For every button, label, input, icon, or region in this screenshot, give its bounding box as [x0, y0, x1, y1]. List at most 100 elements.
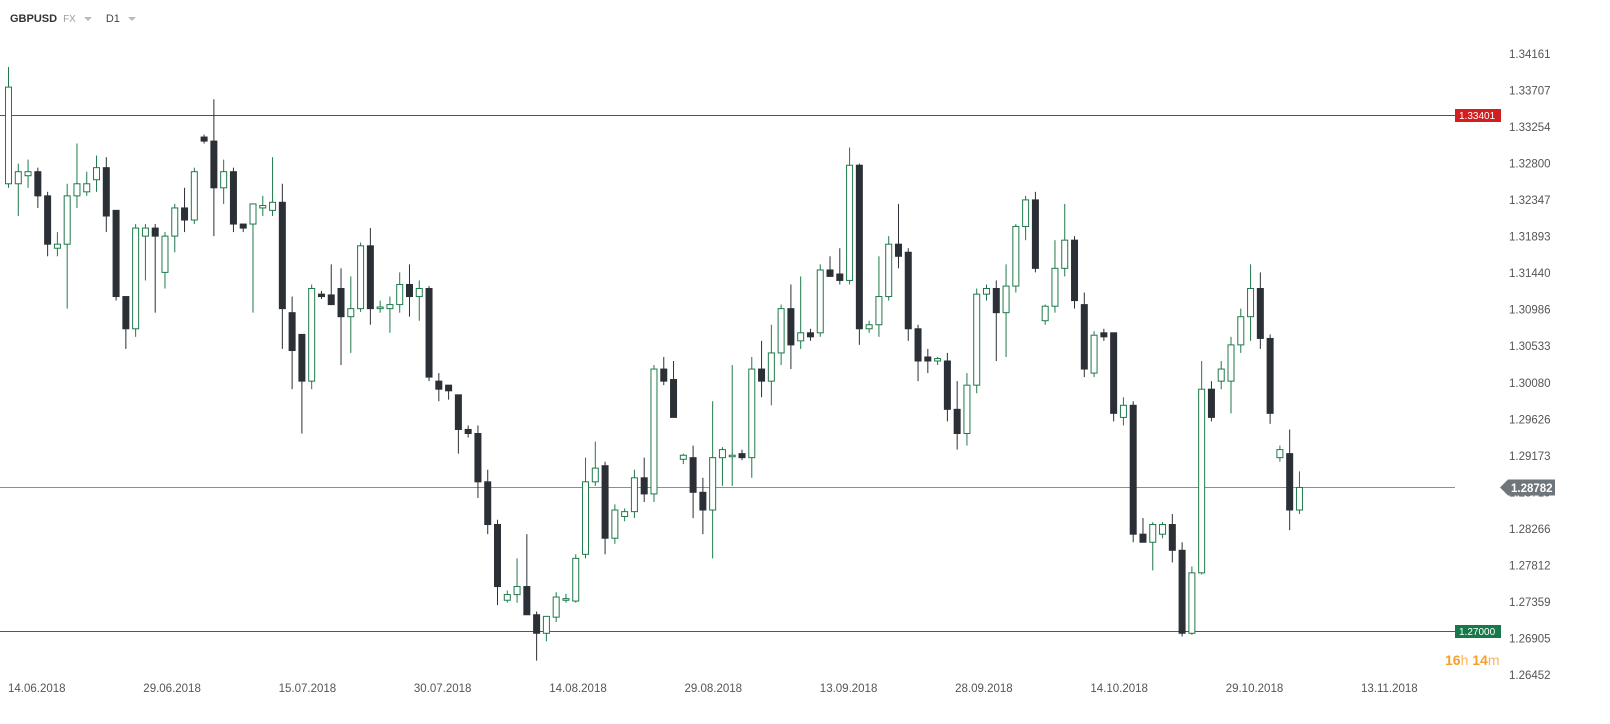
candle-body-bullish	[503, 594, 511, 601]
candle-body-bullish	[875, 296, 883, 326]
candle	[366, 228, 374, 325]
candle-body-bearish	[1080, 304, 1088, 370]
candle	[748, 356, 756, 478]
market-dropdown-caret-icon[interactable]	[83, 17, 92, 21]
candle	[298, 333, 306, 434]
candle-body-bullish	[220, 171, 228, 189]
timeframe-dropdown-caret-icon[interactable]	[127, 17, 136, 21]
candle	[826, 256, 834, 277]
candle	[269, 157, 277, 216]
candle	[317, 290, 325, 299]
candle-body-bullish	[1227, 344, 1235, 382]
candle	[1139, 518, 1147, 543]
candle-body-bearish	[1071, 239, 1079, 302]
candle-body-bearish	[855, 164, 863, 330]
candle-body-bearish	[112, 209, 120, 298]
candle	[611, 504, 619, 544]
chart-toolbar: GBPUSD FX D1	[10, 10, 144, 28]
candle	[1051, 240, 1059, 313]
candle-body-bearish	[806, 332, 814, 338]
candle	[53, 232, 61, 257]
candle-body-bullish	[171, 207, 179, 237]
candle-body-bullish	[846, 164, 854, 281]
candle	[200, 134, 208, 144]
candle	[171, 203, 179, 253]
candle	[34, 167, 42, 208]
candle-body-bearish	[601, 465, 609, 539]
x-tick-label: 28.09.2018	[955, 683, 1013, 695]
candle	[836, 248, 844, 285]
candle-body-bearish	[943, 360, 951, 410]
resistance-badge	[1455, 109, 1501, 122]
candle-body-bullish	[934, 358, 942, 362]
candle-body-bearish	[337, 287, 345, 318]
countdown-minutes-unit: m	[1487, 652, 1500, 668]
candle-body-bearish	[1031, 199, 1039, 269]
candle-body-bearish	[34, 171, 42, 197]
candle	[337, 268, 345, 366]
y-tick-label: 1.32800	[1509, 159, 1551, 171]
y-tick-label: 1.27359	[1509, 597, 1551, 609]
timeframe-label[interactable]: D1	[105, 13, 120, 25]
x-tick-label: 15.07.2018	[279, 683, 337, 695]
candle-body-bullish	[777, 308, 785, 354]
candle-body-bearish	[533, 614, 541, 634]
candle-body-bullish	[1159, 524, 1167, 535]
y-tick-label: 1.28266	[1509, 524, 1551, 536]
candle	[894, 203, 902, 269]
candle-body-bearish	[1168, 524, 1176, 551]
candle	[953, 381, 961, 450]
candle	[689, 445, 697, 519]
candle	[1188, 566, 1196, 635]
candle	[44, 191, 52, 257]
candle	[249, 203, 257, 313]
candle-body-bullish	[611, 509, 619, 539]
candle-body-bearish	[102, 167, 110, 217]
candle	[973, 288, 981, 394]
candle-body-bearish	[689, 457, 697, 493]
candle	[914, 324, 922, 382]
x-tick-label: 29.10.2018	[1226, 683, 1284, 695]
market-label[interactable]: FX	[63, 13, 76, 25]
candle-body-bullish	[650, 368, 658, 495]
candle-body-bullish	[582, 481, 590, 555]
x-tick-label: 14.08.2018	[549, 683, 607, 695]
symbol-label[interactable]: GBPUSD	[10, 13, 58, 25]
candle-body-bearish	[445, 384, 453, 392]
candle	[1295, 471, 1303, 515]
candle	[718, 447, 726, 486]
candle	[1041, 304, 1049, 325]
candle-body-bullish	[679, 454, 687, 460]
candle	[679, 453, 687, 465]
candle-body-bullish	[357, 245, 365, 310]
candle	[875, 256, 883, 337]
y-tick-label: 1.30986	[1509, 305, 1551, 317]
candle-body-bearish	[229, 171, 237, 225]
x-tick-label: 30.07.2018	[414, 683, 472, 695]
candle-body-bullish	[816, 269, 824, 334]
candle	[1149, 522, 1157, 571]
candle	[464, 425, 472, 438]
candle-body-bullish	[1119, 404, 1127, 418]
candle-body-bullish	[1022, 199, 1030, 227]
candle	[327, 264, 335, 306]
candle	[787, 284, 795, 370]
candle-body-bullish	[709, 457, 717, 511]
candle-body-bullish	[1276, 449, 1284, 459]
candle	[73, 143, 81, 208]
candle	[1256, 272, 1264, 349]
countdown-hours: 16	[1445, 652, 1461, 668]
resistance-line: 1.33401	[0, 109, 1501, 122]
candle-body-bearish	[200, 136, 208, 142]
candle-body-bullish	[1295, 486, 1303, 511]
candle-body-bearish	[474, 432, 482, 483]
candle	[934, 356, 942, 366]
candle-body-bullish	[1149, 524, 1157, 543]
candle-body-bullish	[1002, 285, 1010, 314]
candle	[777, 304, 785, 366]
candle-body-bearish	[1139, 533, 1147, 543]
candle-body-bullish	[190, 171, 198, 221]
candle	[924, 348, 932, 374]
candle	[122, 296, 130, 349]
